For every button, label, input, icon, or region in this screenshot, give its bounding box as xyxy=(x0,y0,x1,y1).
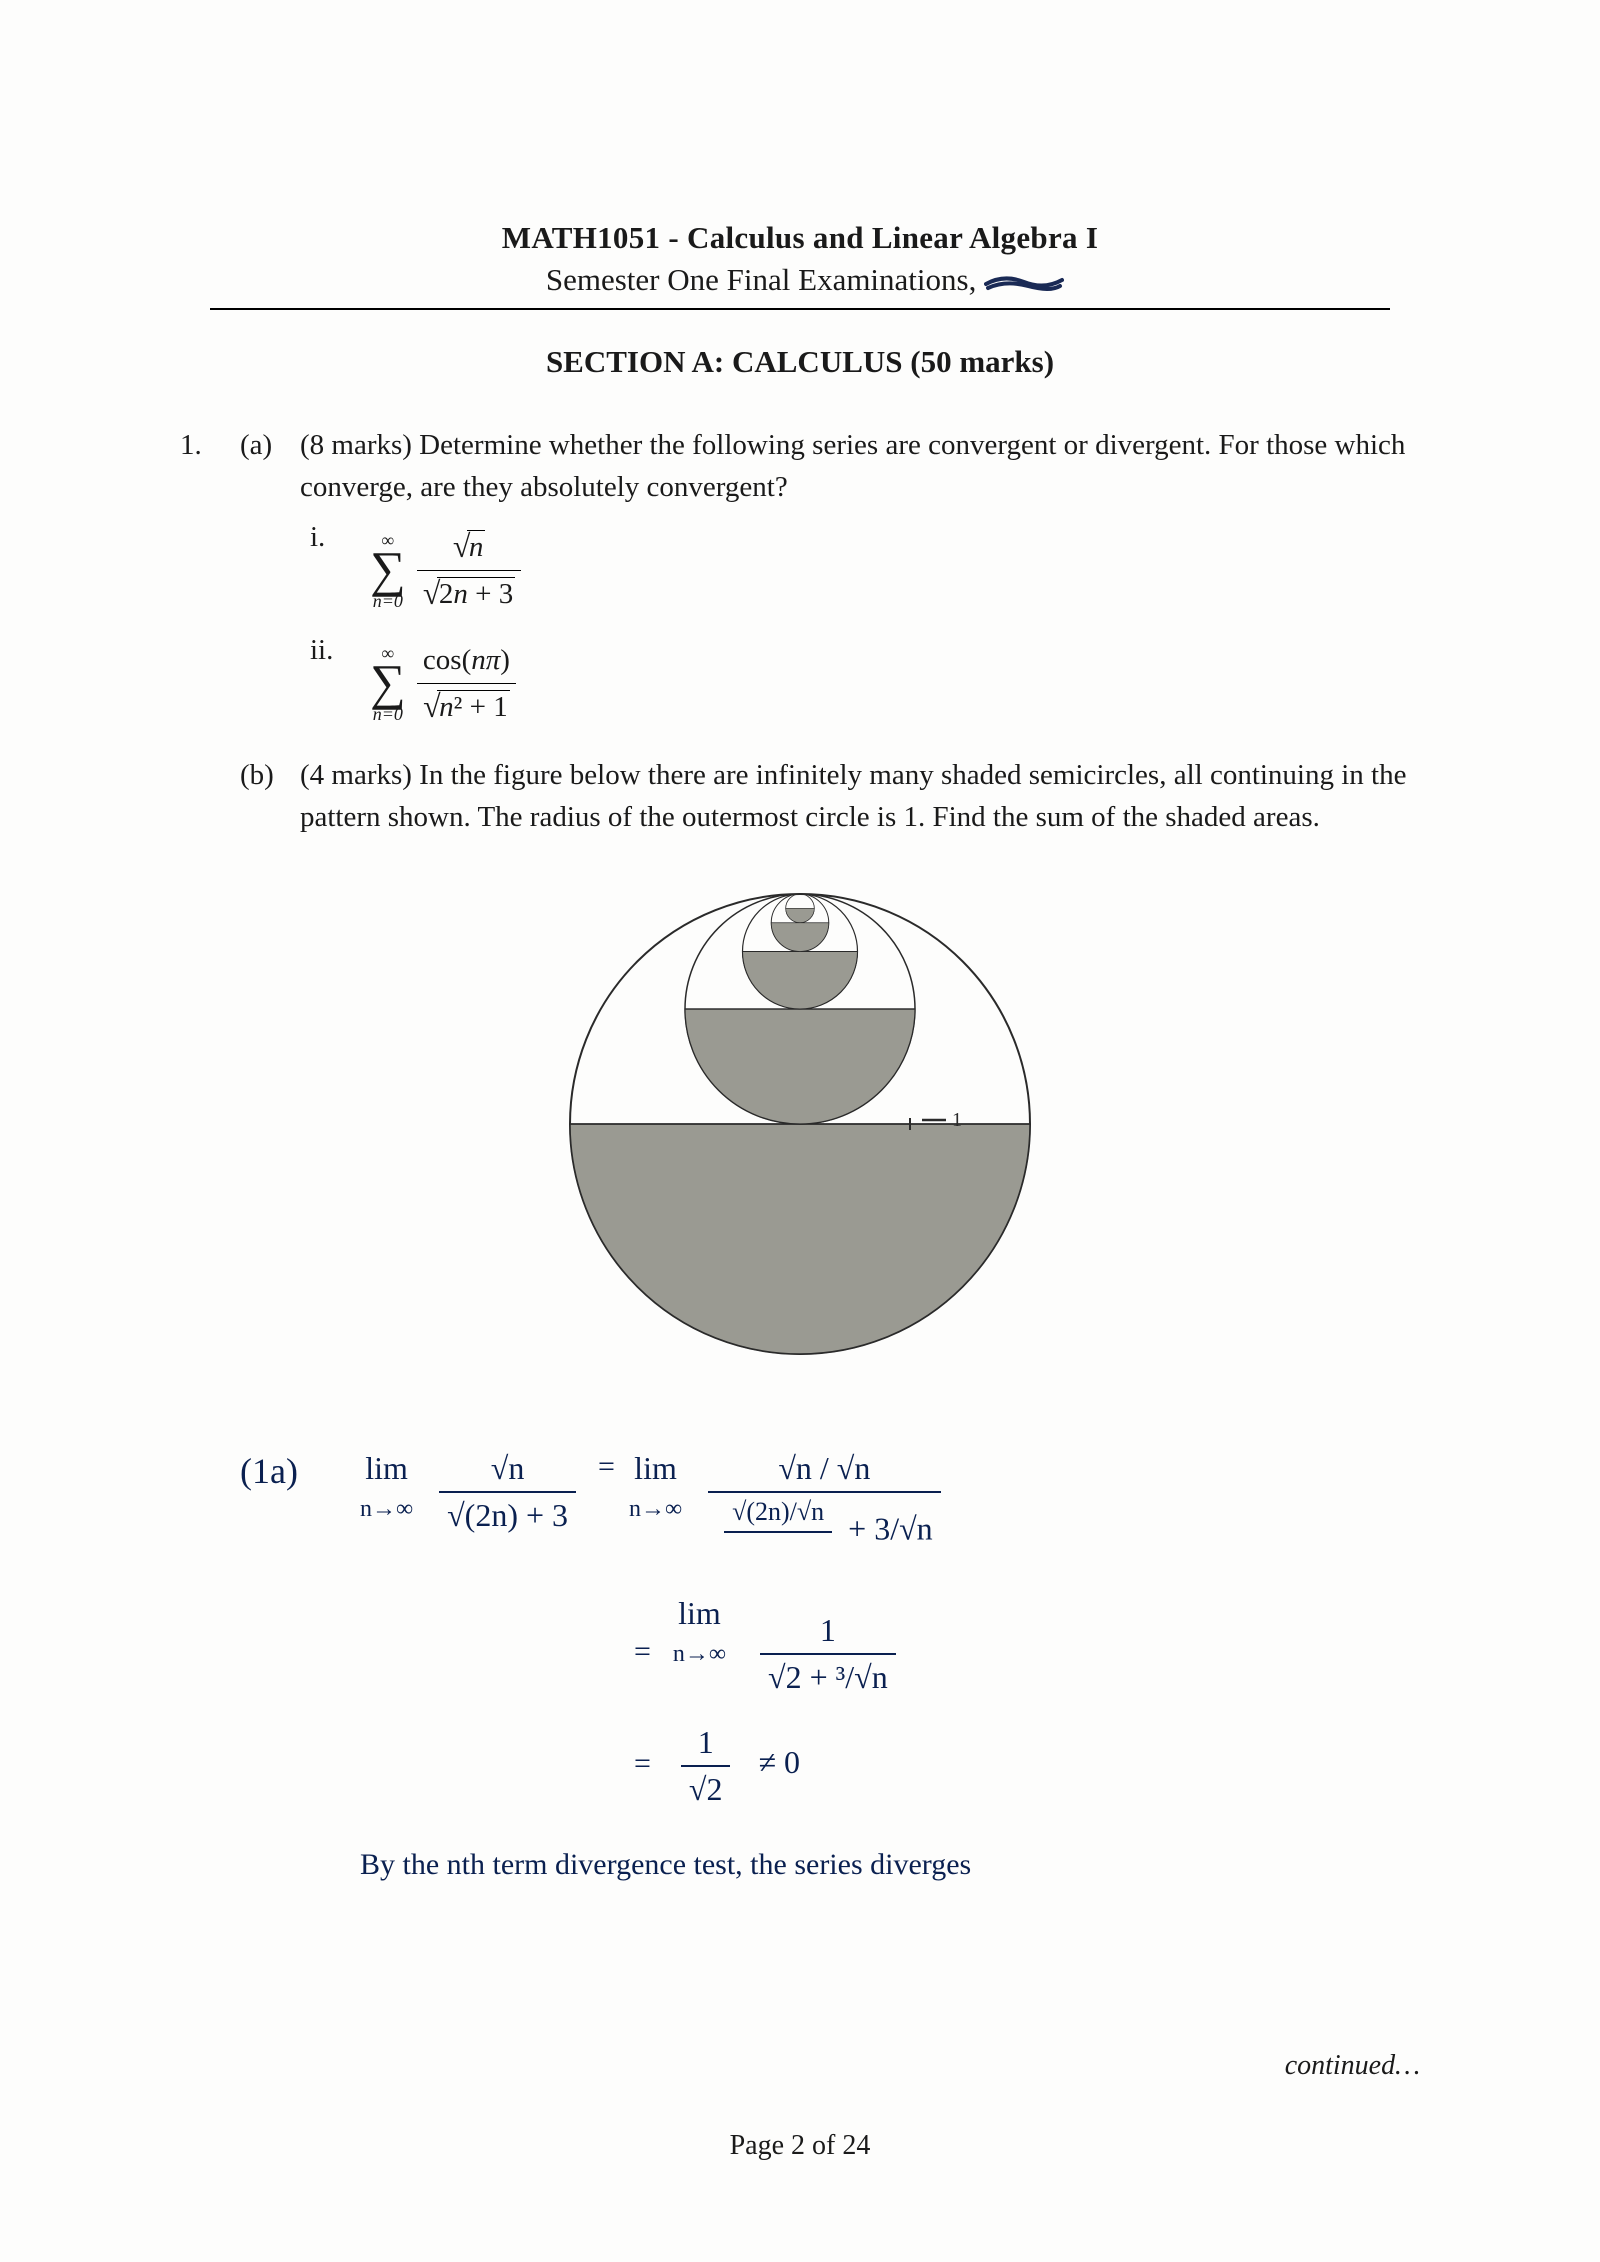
continued-label: continued… xyxy=(1285,2050,1420,2082)
part-a-label: (a) xyxy=(240,424,300,734)
exam-title-text: Semester One Final Examinations, xyxy=(546,262,976,297)
sum-symbol-i: ∞ ∑ n=0 xyxy=(370,527,406,614)
neq-zero: ≠ 0 xyxy=(758,1744,800,1780)
exam-title: Semester One Final Examinations, xyxy=(390,262,1210,298)
lim-1: lim n→∞ xyxy=(360,1450,413,1524)
question-number: 1. xyxy=(180,424,240,734)
header-rule xyxy=(210,308,1390,310)
sub-i-label: i. xyxy=(300,516,360,621)
part-b-label: (b) xyxy=(240,754,300,838)
part-b-text: (4 marks) In the figure below there are … xyxy=(300,754,1420,838)
part-a-body: (8 marks) Determine whether the followin… xyxy=(300,424,1420,734)
part-a-text: (8 marks) Determine whether the followin… xyxy=(300,429,1405,503)
handwritten-work: (1a) lim n→∞ √n √(2n) + 3 = lim n→∞ √n /… xyxy=(240,1450,1340,1882)
question-1b: (b) (4 marks) In the figure below there … xyxy=(180,754,1420,838)
exam-page: MATH1051 - Calculus and Linear Algebra I… xyxy=(0,0,1600,2262)
question-1: 1. (a) (8 marks) Determine whether the f… xyxy=(180,424,1420,734)
redaction-scribble xyxy=(984,274,1054,292)
formula-ii: ∞ ∑ n=0 cos(nπ) n² + 1 xyxy=(370,639,520,728)
fraction-ii: cos(nπ) n² + 1 xyxy=(417,639,516,728)
equals-1: = xyxy=(598,1450,615,1484)
hw-frac-3: 1 √2 xyxy=(681,1724,731,1808)
sub-item-i: i. ∞ ∑ n=0 n 2n + 3 xyxy=(300,516,1420,621)
sub-item-ii: ii. ∞ ∑ n=0 cos(nπ) n² + 1 xyxy=(300,629,1420,734)
page-header: MATH1051 - Calculus and Linear Algebra I… xyxy=(390,220,1210,298)
sum-symbol-ii: ∞ ∑ n=0 xyxy=(370,640,406,727)
question-content: 1. (a) (8 marks) Determine whether the f… xyxy=(180,424,1420,1386)
hw-step-1: (1a) lim n→∞ √n √(2n) + 3 = lim n→∞ √n /… xyxy=(240,1450,1340,1567)
svg-text:1: 1 xyxy=(952,1109,962,1131)
equals-2: = xyxy=(634,1635,651,1668)
hw-step-3: = 1 √2 ≠ 0 xyxy=(620,1724,1340,1808)
equals-3: = xyxy=(634,1747,651,1780)
lim-2: lim n→∞ xyxy=(629,1450,682,1524)
course-title: MATH1051 - Calculus and Linear Algebra I xyxy=(390,220,1210,256)
semicircle-figure: 1 xyxy=(180,874,1420,1386)
hw-step-2: = lim n→∞ 1 √2 + ³/√n xyxy=(620,1595,1340,1696)
hw-frac-2: 1 √2 + ³/√n xyxy=(760,1612,896,1696)
hw-frac-1b: √n / √n √(2n)/√n + 3/√n xyxy=(708,1450,941,1567)
hw-frac-1: √n √(2n) + 3 xyxy=(439,1450,576,1534)
hw-conclusion: By the nth term divergence test, the ser… xyxy=(360,1848,1340,1882)
lim-3: lim n→∞ xyxy=(673,1595,726,1669)
section-title: SECTION A: CALCULUS (50 marks) xyxy=(180,344,1420,380)
sub-ii-label: ii. xyxy=(300,629,360,734)
formula-i: ∞ ∑ n=0 n 2n + 3 xyxy=(370,526,525,615)
hw-label: (1a) xyxy=(240,1450,360,1492)
page-number: Page 2 of 24 xyxy=(0,2130,1600,2162)
fraction-i: n 2n + 3 xyxy=(417,526,521,615)
